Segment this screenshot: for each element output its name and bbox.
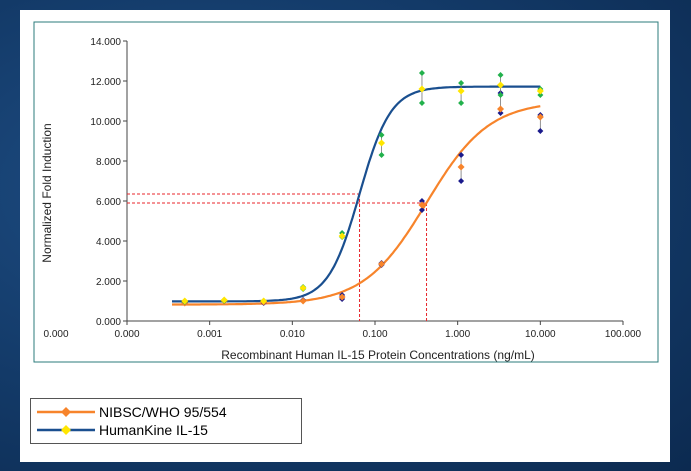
replicate-point — [418, 198, 425, 204]
y-axis-label: Normalized Fold Induction — [40, 123, 54, 262]
replicate-point — [418, 100, 425, 106]
x-tick-label: 0.000 — [114, 329, 139, 340]
legend-item-nibsc: NIBSC/WHO 95/554 — [37, 403, 295, 421]
x-tick-label: 0.000 — [43, 329, 68, 340]
data-point — [181, 297, 189, 305]
replicate-point — [378, 132, 385, 138]
data-point — [378, 139, 386, 147]
data-point — [497, 81, 505, 89]
data-point — [260, 297, 268, 305]
x-tick-label: 0.100 — [362, 329, 387, 340]
legend-swatch-humankine — [37, 425, 95, 435]
ec50-layer — [127, 193, 428, 321]
replicate-point — [458, 178, 465, 184]
x-tick-label: 0.001 — [197, 329, 222, 340]
fit-curve-humankine — [172, 85, 541, 303]
data-point — [378, 260, 386, 268]
data-point — [497, 105, 505, 113]
x-axis-label: Recombinant Human IL-15 Protein Concentr… — [221, 348, 535, 362]
data-point — [418, 85, 426, 93]
legend-swatch-nibsc — [37, 407, 95, 417]
replicate-point — [458, 80, 465, 86]
legend-label-humankine: HumanKine IL-15 — [99, 422, 208, 438]
y-tick-label: 4.000 — [96, 237, 121, 248]
replicate-point — [497, 92, 504, 98]
data-point — [457, 87, 465, 95]
replicate-point — [378, 152, 385, 158]
replicate-point — [497, 72, 504, 78]
replicate-point — [497, 110, 504, 116]
x-tick-label: 100.000 — [605, 329, 642, 340]
y-tick-label: 10.000 — [90, 117, 121, 128]
x-tick-label: 1.000 — [445, 329, 470, 340]
data-point — [338, 293, 346, 301]
replicate-point — [418, 207, 425, 213]
legend-item-humankine: HumanKine IL-15 — [37, 421, 295, 439]
x-tick-label: 0.010 — [280, 329, 305, 340]
legend: NIBSC/WHO 95/554 HumanKine IL-15 — [30, 398, 302, 444]
y-tick-label: 6.000 — [96, 197, 121, 208]
replicate-point — [537, 92, 544, 98]
replicate-point — [418, 70, 425, 76]
y-tick-label: 12.000 — [90, 77, 121, 88]
points-layer — [181, 70, 544, 307]
y-tick-label: 2.000 — [96, 277, 121, 288]
data-point — [338, 232, 346, 240]
y-tick-label: 0.000 — [96, 317, 121, 328]
y-tick-label: 8.000 — [96, 157, 121, 168]
data-point — [536, 113, 544, 121]
legend-label-nibsc: NIBSC/WHO 95/554 — [99, 404, 227, 420]
axes-layer: 0.000 2.000 4.000 6.000 8.000 10.000 12.000 14.… — [43, 37, 641, 340]
chart-panel: 0.000 2.000 4.000 6.000 8.000 10.000 12.000 14.… — [20, 10, 670, 462]
data-point — [299, 297, 307, 305]
replicate-point — [458, 152, 465, 158]
data-point — [536, 87, 544, 95]
replicate-point — [537, 128, 544, 134]
data-point — [418, 201, 426, 209]
replicate-point — [458, 100, 465, 106]
chart-svg: 0.000 2.000 4.000 6.000 8.000 10.000 12.000 14.… — [33, 21, 659, 363]
curve-layer — [172, 85, 541, 306]
data-point — [299, 284, 307, 292]
x-tick-label: 10.000 — [525, 329, 556, 340]
data-point — [220, 296, 228, 304]
data-point — [457, 163, 465, 171]
y-tick-label: 14.000 — [90, 37, 121, 48]
plot-frame — [33, 21, 659, 363]
fit-curve-nibsc — [172, 105, 541, 306]
